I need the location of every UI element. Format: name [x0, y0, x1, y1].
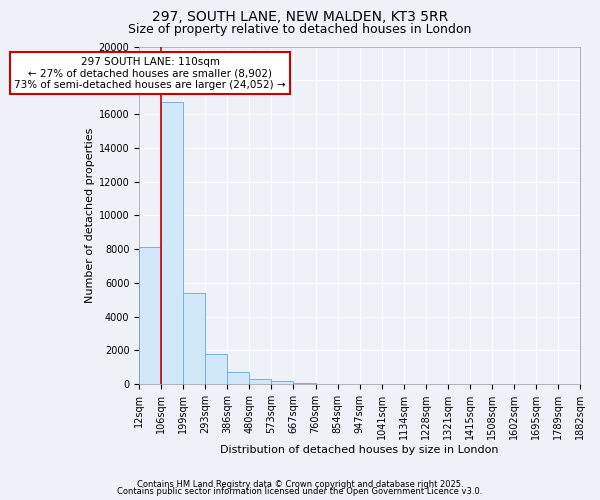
Bar — [271, 381, 293, 384]
Text: Contains public sector information licensed under the Open Government Licence v3: Contains public sector information licen… — [118, 487, 482, 496]
Text: Size of property relative to detached houses in London: Size of property relative to detached ho… — [128, 22, 472, 36]
Text: Contains HM Land Registry data © Crown copyright and database right 2025.: Contains HM Land Registry data © Crown c… — [137, 480, 463, 489]
Bar — [183, 293, 205, 384]
Bar — [205, 354, 227, 384]
Bar — [161, 102, 183, 384]
Bar — [293, 382, 316, 384]
X-axis label: Distribution of detached houses by size in London: Distribution of detached houses by size … — [220, 445, 499, 455]
Bar — [139, 248, 161, 384]
Y-axis label: Number of detached properties: Number of detached properties — [85, 128, 95, 303]
Bar — [227, 372, 250, 384]
Text: 297 SOUTH LANE: 110sqm
← 27% of detached houses are smaller (8,902)
73% of semi-: 297 SOUTH LANE: 110sqm ← 27% of detached… — [14, 56, 286, 90]
Bar — [250, 379, 271, 384]
Text: 297, SOUTH LANE, NEW MALDEN, KT3 5RR: 297, SOUTH LANE, NEW MALDEN, KT3 5RR — [152, 10, 448, 24]
